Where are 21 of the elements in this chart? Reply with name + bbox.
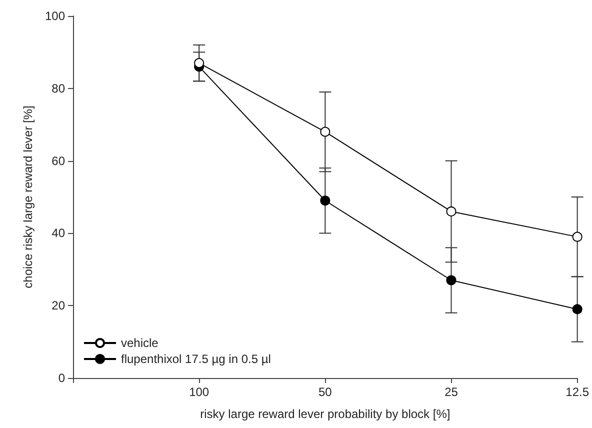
point — [446, 275, 456, 286]
point — [446, 206, 456, 216]
y-tick-label: 0 — [58, 371, 66, 385]
y-tick-label: 100 — [44, 9, 66, 23]
point — [320, 126, 330, 137]
y-axis-title: choice risky large reward lever [%] — [21, 106, 36, 288]
point — [572, 304, 582, 314]
x-tick-label: 100 — [189, 385, 210, 399]
y-tick-label: 40 — [52, 226, 66, 240]
x-tick-label: 12.5 — [566, 385, 590, 399]
point — [194, 58, 204, 68]
y-tick-label: 80 — [52, 81, 66, 96]
y-tick-label: 60 — [52, 154, 66, 168]
x-tick-label: 25 — [444, 385, 458, 399]
point — [320, 196, 330, 206]
y-tick-label: 20 — [52, 298, 66, 313]
x-axis-title: risky large reward lever probability by block [%] — [200, 407, 450, 421]
legend-label: flupenthixol 17.5 µg in 0.5 µl — [121, 352, 271, 366]
legend-label: vehicle — [121, 336, 159, 350]
x-tick-label: 50 — [318, 385, 332, 399]
point — [572, 232, 582, 242]
